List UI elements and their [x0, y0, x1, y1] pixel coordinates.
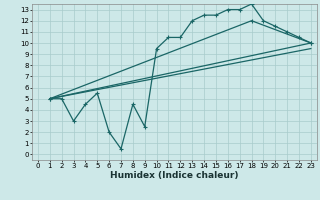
X-axis label: Humidex (Indice chaleur): Humidex (Indice chaleur) [110, 171, 239, 180]
